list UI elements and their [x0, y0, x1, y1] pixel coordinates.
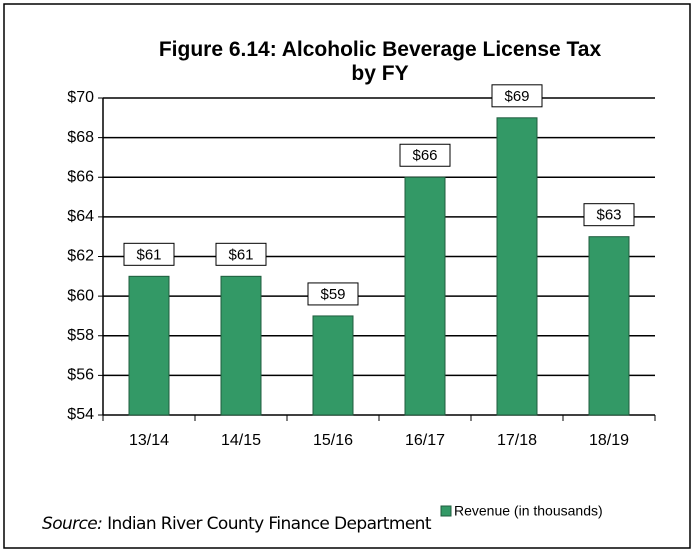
y-tick-label: $56 — [67, 367, 94, 384]
chart-title: Figure 6.14: Alcoholic Beverage License … — [158, 38, 602, 85]
data-label-box — [399, 143, 451, 167]
legend-swatch — [440, 505, 452, 517]
y-tick-label: $70 — [67, 89, 94, 106]
y-tick-label: $54 — [67, 406, 94, 423]
bar — [128, 275, 170, 416]
data-label-box — [307, 282, 359, 306]
source-label: Source: — [42, 514, 103, 534]
legend-label: Revenue (in thousands) — [454, 503, 603, 519]
chart-border — [3, 3, 691, 549]
source: Source: Indian River County Finance Depa… — [42, 514, 432, 534]
y-tick-label: $62 — [67, 248, 94, 265]
x-tick-label: 16/17 — [405, 432, 445, 449]
y-tick-label: $68 — [67, 129, 94, 146]
bar — [220, 275, 262, 416]
x-tick-label: 15/16 — [313, 432, 353, 449]
bar — [496, 117, 538, 416]
data-label: $61 — [136, 246, 161, 263]
source-text: Indian River County Finance Department — [107, 514, 431, 534]
data-label: $61 — [228, 246, 253, 263]
data-label: $66 — [412, 147, 437, 164]
y-tick-label: $60 — [67, 287, 94, 304]
data-label-box — [123, 242, 175, 266]
bar — [312, 315, 354, 416]
x-tick-label: 14/15 — [221, 432, 261, 449]
y-tick-label: $64 — [67, 208, 94, 225]
y-tick-label: $66 — [67, 168, 94, 185]
x-tick-label: 18/19 — [589, 432, 629, 449]
data-label: $69 — [504, 88, 529, 105]
y-tick-label: $58 — [67, 327, 94, 344]
bar — [588, 236, 630, 416]
data-label-box — [491, 84, 543, 108]
x-tick-label: 17/18 — [497, 432, 537, 449]
bar — [404, 176, 446, 416]
data-label: $63 — [596, 207, 621, 224]
x-tick-label: 13/14 — [129, 432, 169, 449]
data-label: $59 — [320, 286, 345, 303]
data-label-box — [583, 203, 635, 227]
data-label-box — [215, 242, 267, 266]
